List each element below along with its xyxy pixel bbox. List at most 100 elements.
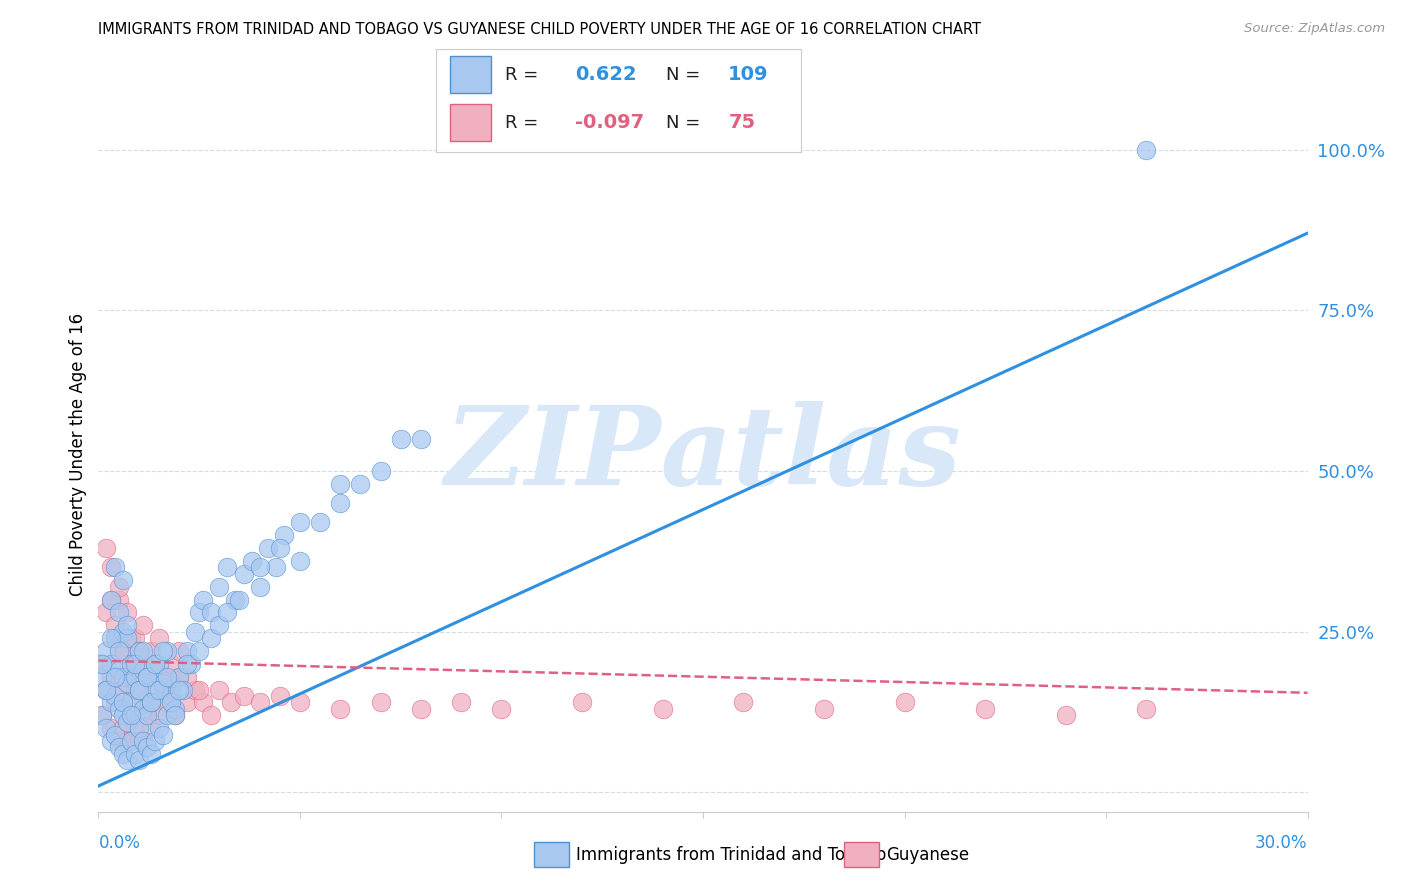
Point (124, 631, 146, 645)
Point (176, 670, 198, 684)
Point (148, 721, 170, 735)
Point (329, 702, 352, 716)
Point (96, 721, 118, 735)
Point (120, 631, 142, 645)
Point (1135, 143, 1157, 157)
Point (120, 708, 142, 723)
Point (111, 624, 134, 639)
Point (163, 708, 186, 723)
FancyBboxPatch shape (450, 104, 491, 141)
Point (156, 644, 179, 658)
Point (176, 695, 198, 709)
Point (100, 721, 122, 735)
Point (107, 580, 129, 594)
Point (103, 618, 125, 632)
Point (288, 695, 311, 709)
Point (217, 606, 239, 620)
Point (200, 708, 222, 723)
Point (184, 682, 207, 697)
Point (111, 695, 134, 709)
Point (115, 670, 138, 684)
Point (132, 695, 155, 709)
Point (124, 682, 146, 697)
Point (132, 618, 155, 632)
Point (124, 657, 146, 671)
Point (115, 714, 138, 729)
Point (107, 592, 129, 607)
Point (160, 682, 183, 697)
Point (91, 657, 114, 671)
Point (143, 734, 166, 748)
Point (269, 541, 291, 556)
Point (249, 580, 271, 594)
Text: 30.0%: 30.0% (1256, 834, 1308, 852)
Point (208, 618, 231, 632)
Point (128, 734, 150, 748)
Point (111, 670, 134, 684)
Point (96, 682, 118, 697)
Point (217, 560, 239, 574)
Point (176, 644, 198, 658)
Point (184, 624, 207, 639)
Text: N =: N = (666, 66, 700, 84)
Point (135, 670, 157, 684)
Point (167, 670, 190, 684)
Point (120, 657, 142, 671)
Point (160, 657, 183, 671)
Point (813, 702, 835, 716)
Point (143, 695, 166, 709)
Text: 0.0%: 0.0% (98, 834, 141, 852)
Point (111, 644, 134, 658)
Point (107, 740, 129, 755)
Point (163, 702, 186, 716)
Point (100, 657, 122, 671)
Point (240, 554, 263, 568)
Point (111, 708, 134, 723)
Point (156, 695, 179, 709)
Text: R =: R = (505, 114, 538, 132)
Point (208, 580, 231, 594)
Point (100, 670, 122, 684)
Point (228, 592, 250, 607)
Point (167, 682, 190, 697)
Point (91, 708, 114, 723)
Point (193, 695, 215, 709)
Point (249, 695, 271, 709)
Point (269, 689, 291, 703)
Point (135, 708, 157, 723)
Point (96, 682, 118, 697)
Point (107, 702, 129, 716)
Point (107, 682, 129, 697)
Point (111, 574, 134, 588)
Point (124, 670, 146, 684)
Point (893, 695, 915, 709)
Point (96, 644, 118, 658)
Point (389, 432, 412, 446)
Text: 0.622: 0.622 (575, 65, 637, 84)
Y-axis label: Child Poverty Under the Age of 16: Child Poverty Under the Age of 16 (69, 313, 87, 597)
Point (370, 464, 392, 478)
Point (139, 721, 162, 735)
Point (224, 592, 246, 607)
Point (143, 657, 166, 671)
Point (409, 432, 432, 446)
Point (152, 644, 174, 658)
Point (115, 676, 138, 690)
Point (132, 663, 155, 677)
Point (96, 541, 118, 556)
Point (221, 695, 243, 709)
Point (152, 676, 174, 690)
Point (120, 708, 142, 723)
Point (100, 695, 122, 709)
Point (91, 670, 114, 684)
Point (152, 670, 174, 684)
Text: R =: R = (505, 66, 538, 84)
Point (491, 702, 513, 716)
Text: Source: ZipAtlas.com: Source: ZipAtlas.com (1244, 22, 1385, 36)
Point (148, 682, 170, 697)
Text: 109: 109 (728, 65, 769, 84)
Point (143, 682, 166, 697)
Point (120, 734, 142, 748)
Point (96, 682, 118, 697)
Point (100, 560, 122, 574)
